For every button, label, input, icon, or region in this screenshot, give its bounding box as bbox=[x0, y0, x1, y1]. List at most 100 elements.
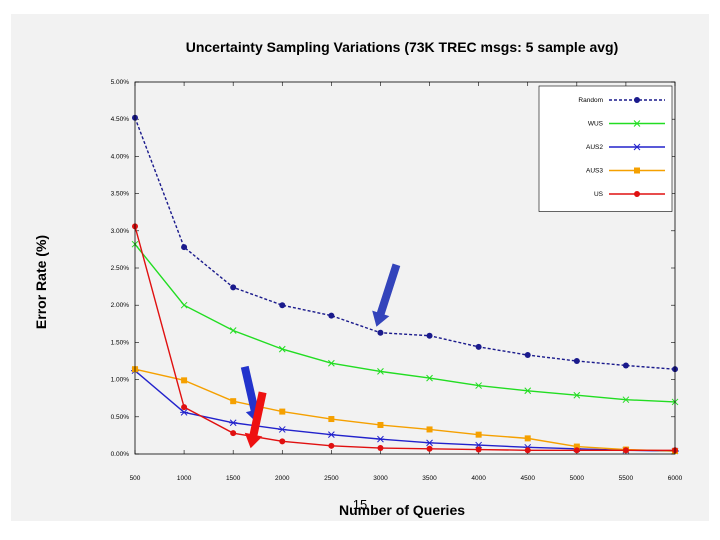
marker-stroke bbox=[229, 327, 237, 334]
data-point-wus bbox=[426, 374, 433, 382]
data-point-aus3 bbox=[377, 421, 384, 428]
data-point-aus2 bbox=[180, 408, 189, 416]
x-tick-label: 3500 bbox=[422, 475, 437, 482]
y-axis-label: Error Rate (%) bbox=[33, 235, 49, 329]
data-point-random bbox=[475, 343, 482, 350]
legend-label: US bbox=[594, 191, 604, 198]
series-line-aus2 bbox=[134, 370, 676, 452]
x-tick-label: 4500 bbox=[520, 475, 535, 482]
x-tick-label: 6000 bbox=[668, 475, 683, 482]
plot-frame bbox=[134, 81, 676, 455]
data-point-random bbox=[622, 362, 629, 369]
x-tick-label: 3000 bbox=[373, 475, 388, 482]
series-line-us bbox=[134, 226, 675, 451]
annotation-arrow-us bbox=[244, 391, 267, 449]
y-tick-label: 3.00% bbox=[111, 228, 130, 235]
data-point-aus3 bbox=[426, 426, 433, 433]
data-point-aus3 bbox=[279, 408, 286, 415]
x-tick-label: 500 bbox=[130, 475, 141, 482]
series-line-aus3 bbox=[134, 368, 676, 452]
legend-marker bbox=[634, 167, 640, 174]
series-us bbox=[132, 223, 678, 454]
data-point-random bbox=[524, 352, 531, 359]
marker-stroke bbox=[573, 391, 581, 399]
data-point-aus3 bbox=[475, 431, 482, 438]
marker-stroke bbox=[633, 120, 641, 127]
marker-stroke bbox=[475, 382, 482, 389]
series-line-wus bbox=[134, 243, 676, 403]
data-point-wus bbox=[573, 391, 581, 399]
x-tick-label: 1000 bbox=[177, 475, 192, 482]
x-tick-label: 2500 bbox=[324, 475, 339, 482]
legend-item-wus: WUS bbox=[588, 120, 665, 128]
marker-stroke bbox=[377, 368, 384, 375]
data-point-aus2 bbox=[278, 426, 287, 433]
series-wus bbox=[131, 240, 679, 406]
marker-stroke bbox=[328, 359, 335, 367]
data-point-us bbox=[279, 438, 286, 445]
data-point-wus bbox=[377, 368, 384, 375]
legend-marker bbox=[633, 120, 641, 127]
data-point-random bbox=[328, 312, 335, 319]
legend-marker bbox=[634, 191, 640, 197]
series-line-random bbox=[134, 117, 676, 370]
data-point-random bbox=[573, 358, 580, 364]
data-point-wus bbox=[524, 387, 532, 395]
page-number: 15 bbox=[353, 497, 367, 512]
marker-stroke bbox=[180, 301, 188, 309]
data-point-random bbox=[230, 284, 237, 291]
data-point-us bbox=[573, 447, 580, 454]
y-tick-label: 2.00% bbox=[111, 302, 130, 309]
legend-item-us: US bbox=[594, 191, 665, 198]
data-point-wus bbox=[229, 327, 237, 334]
x-tick-labels: 500 1000 1500 2000 2500 3000 3500 4000 4500 5000 5… bbox=[130, 475, 683, 482]
data-point-us bbox=[524, 447, 531, 454]
marker-stroke bbox=[524, 387, 532, 395]
y-tick-label: 4.00% bbox=[111, 153, 130, 160]
x-tick-label: 4000 bbox=[471, 475, 486, 482]
series-group bbox=[131, 114, 679, 455]
y-tick-label: 3.50% bbox=[111, 191, 130, 198]
y-tick-label: 5.00% bbox=[111, 79, 130, 86]
y-tick-label: 0.50% bbox=[111, 414, 130, 421]
data-point-wus bbox=[475, 382, 482, 389]
y-tick-label: 1.00% bbox=[111, 377, 130, 384]
data-point-aus3 bbox=[328, 416, 335, 423]
data-point-aus2 bbox=[229, 419, 238, 427]
legend-item-aus2: AUS2 bbox=[586, 143, 665, 151]
data-point-us bbox=[622, 447, 629, 454]
series-aus2 bbox=[131, 367, 679, 455]
legend-box bbox=[538, 85, 673, 212]
data-point-random bbox=[377, 329, 384, 336]
x-tick-label: 5000 bbox=[570, 475, 585, 482]
data-point-us bbox=[377, 445, 384, 452]
data-point-us bbox=[328, 442, 335, 449]
marker-stroke bbox=[278, 345, 286, 353]
x-axis-label: Number of Queries bbox=[339, 502, 465, 518]
data-point-random bbox=[279, 302, 286, 309]
y-tick-label: 1.50% bbox=[111, 339, 130, 346]
y-tick-label: 0.00% bbox=[111, 451, 130, 458]
y-tick-labels: 0.00% 0.50% 1.00% 1.50% 2.00% 2.50% 3.00% 3.50%… bbox=[111, 79, 130, 458]
data-point-us bbox=[426, 445, 433, 452]
data-point-aus3 bbox=[573, 443, 580, 450]
y-tick-label: 2.50% bbox=[111, 265, 130, 272]
legend-item-random: Random bbox=[578, 97, 665, 104]
legend-marker bbox=[633, 143, 641, 151]
y-tick-label: 4.50% bbox=[111, 116, 130, 123]
legend-label: AUS3 bbox=[586, 168, 603, 175]
data-point-wus bbox=[622, 396, 630, 404]
data-point-aus3 bbox=[230, 398, 237, 405]
data-point-aus2 bbox=[425, 439, 434, 447]
legend-marker bbox=[634, 97, 640, 103]
x-tick-label: 5500 bbox=[619, 475, 634, 482]
data-point-aus2 bbox=[327, 431, 336, 439]
data-point-aus2 bbox=[474, 441, 483, 449]
chart-panel: Uncertainty Sampling Variations (73K TRE… bbox=[11, 14, 709, 521]
data-point-wus bbox=[278, 345, 286, 353]
legend-label: AUS2 bbox=[586, 144, 603, 151]
data-point-aus2 bbox=[376, 435, 385, 443]
legend-label: Random bbox=[578, 97, 603, 104]
data-point-wus bbox=[328, 359, 335, 367]
legend-label: WUS bbox=[588, 121, 604, 128]
